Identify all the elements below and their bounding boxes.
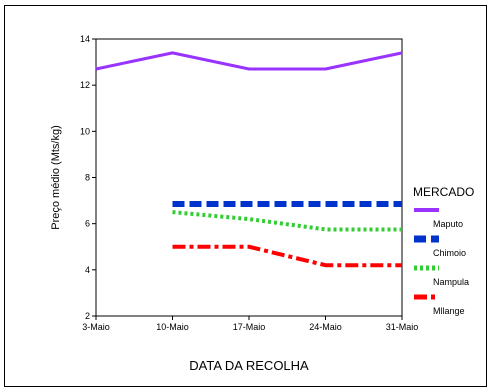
legend-entry-nampula: Nampula [433, 277, 469, 287]
series-line-nampula [172, 210, 402, 232]
y-tick-label: 12 [80, 80, 90, 90]
legend: MERCADO Maputo Chimoio Nampula Mllange [413, 185, 474, 316]
legend-entry-mllange: Mllange [433, 306, 465, 316]
x-axis-title: DATA DA RECOLHA [189, 358, 309, 373]
y-tick-label: 2 [85, 311, 90, 321]
plot-area [95, 38, 403, 317]
x-tick-label: 3-Maio [82, 322, 110, 332]
plot-border [95, 38, 403, 317]
legend-entry-maputo: Maputo [433, 219, 463, 229]
series-layer [95, 51, 403, 268]
chart-frame: 2 4 6 8 10 12 14 3-Maio 10-Maio 17-Maio 24-Maio 31-… [4, 5, 487, 387]
y-tick-label: 14 [80, 34, 90, 44]
x-tick-label: 31-Maio [386, 322, 419, 332]
y-tick-label: 8 [85, 173, 90, 183]
axes-layer: 2 4 6 8 10 12 14 3-Maio 10-Maio 17-Maio 24-Maio 31-… [80, 34, 418, 332]
series-line-mllange [172, 244, 402, 268]
x-tick-label: 17-Maio [233, 322, 266, 332]
y-tick-label: 4 [85, 265, 90, 275]
chart-svg: 2 4 6 8 10 12 14 3-Maio 10-Maio 17-Maio 24-Maio 31-… [50, 34, 474, 373]
legend-title: MERCADO [413, 185, 474, 199]
y-tick-label: 6 [85, 219, 90, 229]
y-tick-label: 10 [80, 126, 90, 136]
x-tick-label: 24-Maio [309, 322, 342, 332]
series-line-maputo [95, 51, 403, 71]
legend-entry-chimoio: Chimoio [433, 248, 466, 258]
y-axis-title: Preço médio (Mts/kg) [50, 125, 62, 230]
x-tick-label: 10-Maio [156, 322, 189, 332]
